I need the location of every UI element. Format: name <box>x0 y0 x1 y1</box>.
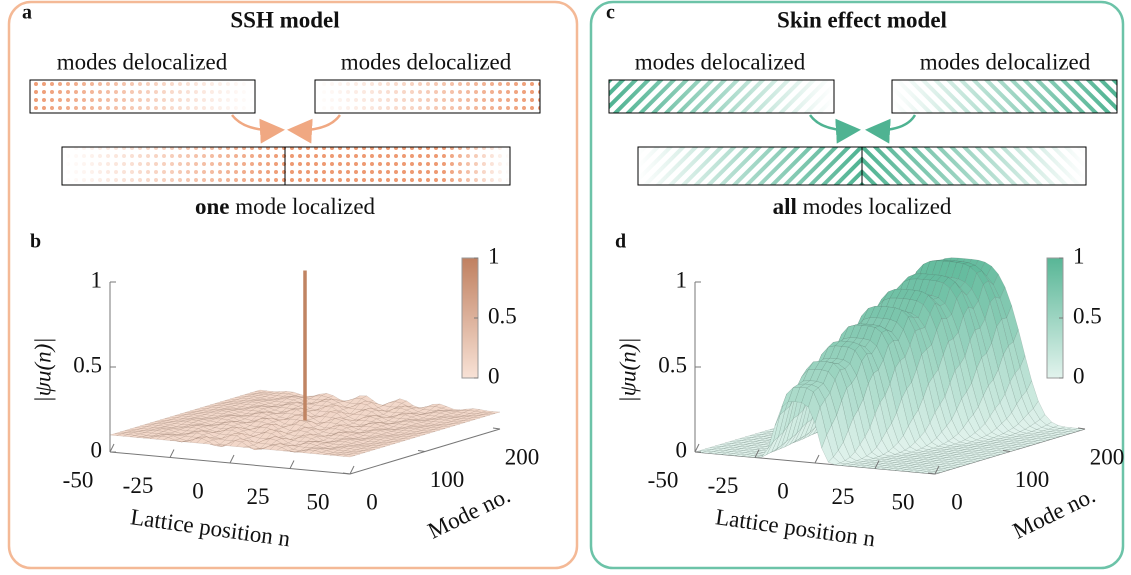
box-label: modes delocalized <box>635 49 806 74</box>
x-tick <box>110 444 114 452</box>
x-tick-label: -25 <box>123 473 154 498</box>
colorbar-tick-label: 0.5 <box>488 303 517 328</box>
z-tick-label: 0.5 <box>658 352 687 377</box>
y-tick <box>418 451 425 452</box>
z-axis-label: |ψu(n)| <box>615 337 640 402</box>
y-tick-label: 0 <box>951 489 963 514</box>
caption-bold: all <box>773 194 797 219</box>
box-label: modes delocalized <box>341 49 512 74</box>
caption: all modes localized <box>773 194 952 219</box>
x-tick <box>815 455 819 463</box>
z-tick-label: 1 <box>676 267 688 292</box>
panel-letter: c <box>606 2 615 24</box>
panel-letter: b <box>30 231 41 253</box>
x-tick <box>170 450 174 458</box>
panel-letter: a <box>22 2 32 24</box>
caption-bold: one <box>195 194 230 219</box>
x-tick-label: 0 <box>192 478 204 503</box>
arrow <box>870 115 915 130</box>
chain <box>315 80 540 113</box>
z-tick-label: 1 <box>91 267 103 292</box>
x-tick-label: 25 <box>832 484 855 509</box>
x-tick <box>290 461 294 469</box>
chain <box>62 147 510 185</box>
panel-letter: d <box>615 231 626 253</box>
x-tick-label: 0 <box>777 478 789 503</box>
z-tick-label: 0 <box>676 437 688 462</box>
caption: one mode localized <box>195 194 376 219</box>
caption-rest: modes localized <box>803 194 952 219</box>
caption-rest: mode localized <box>235 194 375 219</box>
z-axis-label: |ψu(n)| <box>30 337 55 402</box>
x-tick <box>230 455 234 463</box>
panel-title: SSH model <box>230 7 339 32</box>
chain <box>609 80 834 113</box>
chain <box>30 80 255 113</box>
x-tick-label: 25 <box>247 484 270 509</box>
box-label: modes delocalized <box>920 49 1091 74</box>
colorbar-tick-label: 0 <box>1073 363 1085 388</box>
x-axis-label: Lattice position n <box>714 504 877 551</box>
colorbar-tick-label: 0.5 <box>1073 303 1102 328</box>
y-tick <box>493 428 500 429</box>
y-tick-label: 100 <box>430 467 465 492</box>
x-tick <box>695 444 699 452</box>
colorbar-tick-label: 1 <box>488 243 500 268</box>
arrow <box>810 115 856 130</box>
z-tick-label: 0.5 <box>73 352 102 377</box>
chain <box>638 147 862 185</box>
x-tick-label: -50 <box>63 467 94 492</box>
figure: a SSH model modes delocalized modes delo… <box>0 0 1131 575</box>
colorbar-tick-label: 1 <box>1073 243 1085 268</box>
x-axis-label: Lattice position n <box>129 504 292 551</box>
arrow <box>232 115 280 130</box>
y-tick-label: 0 <box>366 489 378 514</box>
x-tick-label: -25 <box>708 473 739 498</box>
x-tick-label: 50 <box>892 489 915 514</box>
panel-title: Skin effect model <box>777 7 947 32</box>
arrow <box>292 115 340 130</box>
y-tick-label: 100 <box>1015 467 1050 492</box>
colorbar-tick-label: 0 <box>488 363 500 388</box>
z-tick-label: 0 <box>91 437 103 462</box>
chain <box>892 80 1117 113</box>
x-tick-label: -50 <box>648 467 679 492</box>
chain <box>862 147 1086 185</box>
y-tick-label: 200 <box>505 444 540 469</box>
box-label: modes delocalized <box>57 49 228 74</box>
x-tick-label: 50 <box>307 489 330 514</box>
y-tick-label: 200 <box>1090 444 1125 469</box>
